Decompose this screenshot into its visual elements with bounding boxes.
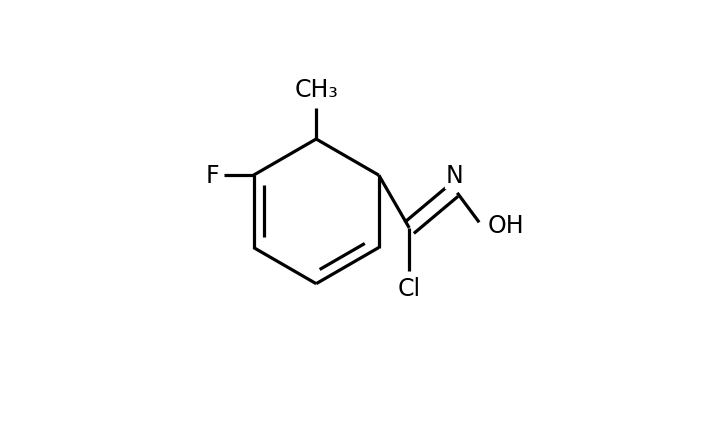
Text: N: N	[446, 164, 464, 187]
Text: F: F	[205, 164, 219, 188]
Text: OH: OH	[487, 214, 524, 238]
Text: Cl: Cl	[398, 276, 421, 300]
Text: CH₃: CH₃	[294, 78, 338, 102]
